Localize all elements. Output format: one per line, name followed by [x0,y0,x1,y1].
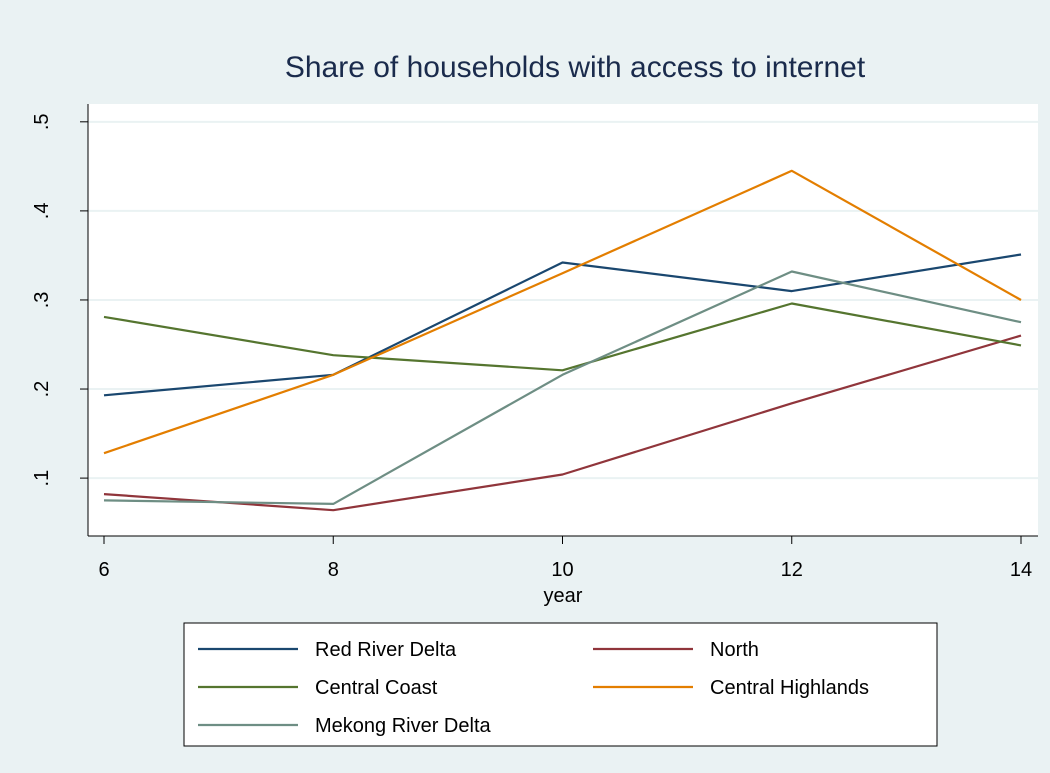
legend-label-mekong-river-delta: Mekong River Delta [315,715,492,737]
x-tick-label: 10 [551,559,573,581]
series-line-central-highlands [103,169,1022,455]
series-line-central-coast [103,302,1022,372]
x-tick-label: 14 [1010,559,1032,581]
y-tick-label: .1 [31,470,53,487]
x-tick-label: 6 [98,559,109,581]
legend-label-north: North [710,639,759,661]
y-tick-label: .2 [31,381,53,398]
legend-label-central-highlands: Central Highlands [710,677,869,699]
gridlines [88,120,1038,480]
series-line-north [103,334,1022,512]
plot-area [88,104,1038,536]
x-axis-label: year [544,585,583,607]
axes: .1 .2 .3 .4 .5 6 8 10 12 14 [31,104,1038,581]
series-line-mekong-river-delta [103,270,1022,505]
chart-title: Share of households with access to inter… [285,51,866,84]
series-line-red-river-delta [103,253,1022,397]
x-tick-label: 8 [328,559,339,581]
legend-label-central-coast: Central Coast [315,677,438,699]
series-lines [103,169,1022,512]
legend-label-red-river-delta: Red River Delta [315,639,457,661]
x-tick-label: 12 [781,559,803,581]
y-tick-label: .5 [31,113,53,130]
y-tick-label: .4 [31,203,53,220]
y-tick-label: .3 [31,292,53,309]
legend-box [183,622,938,747]
legend: Red River Delta North Central Coast Central… [183,622,938,747]
